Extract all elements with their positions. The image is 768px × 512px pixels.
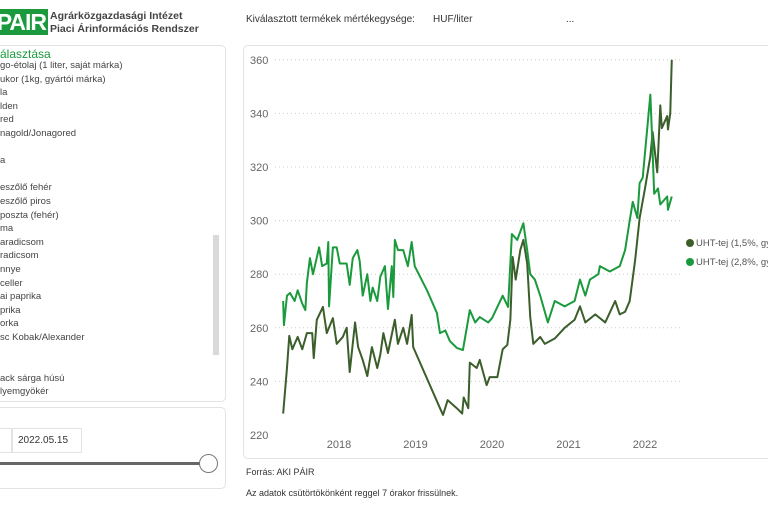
x-tick-label: 2021 [556,439,580,451]
legend-item-1[interactable]: UHT-tej (1,5%, gy [686,238,768,249]
source-text: Forrás: AKI PÁIR [246,467,315,477]
product-list-title: álasztása [0,47,51,61]
product-list-item[interactable]: sc Kobak/Alexander [0,332,85,343]
unit-label: Kiválasztott termékek mértékegysége: [246,14,415,25]
y-tick-label: 260 [250,323,268,335]
legend-label: UHT-tej (2,8%, gy [696,257,768,268]
more-options-button[interactable]: ... [566,14,575,25]
x-tick-label: 2020 [480,439,504,451]
legend-item-2[interactable]: UHT-tej (2,8%, gy [686,257,768,268]
product-list-item[interactable]: la [0,87,8,99]
product-list-item[interactable]: celler [0,277,23,289]
date-range-panel [0,407,226,489]
logo-line-1: Agrárközgazdasági Intézet [50,10,183,22]
pair-logo: PAIR [0,9,48,35]
y-tick-label: 360 [250,55,268,67]
product-list-item[interactable]: ai paprika [0,291,42,303]
y-tick-label: 280 [250,269,268,281]
product-list-item[interactable]: prika [0,304,21,316]
legend-label: UHT-tej (1,5%, gy [696,238,768,249]
product-list-item[interactable]: ma [0,223,14,235]
product-list-panel [0,45,226,402]
list-scrollbar[interactable] [213,235,219,355]
x-tick-label: 2019 [403,439,427,451]
product-list-item[interactable]: ukor (1kg, gyártói márka) [0,73,106,85]
price-chart-panel [243,45,768,459]
y-tick-label: 220 [250,430,268,442]
product-list-item[interactable]: ack sárga húsú [0,372,65,384]
legend-dot-icon [686,258,694,266]
y-tick-label: 320 [250,162,268,174]
legend-dot-icon [686,239,694,247]
date-slider-track[interactable] [0,462,200,465]
product-list-item[interactable]: a [0,155,6,167]
product-list-item[interactable]: nnye [0,264,21,275]
product-list-item[interactable]: poszta (fehér) [0,209,59,221]
y-tick-label: 340 [250,108,268,120]
series-line-2 [282,93,673,352]
end-date-input[interactable]: 2022.05.15 [12,428,82,453]
y-tick-label: 300 [250,216,268,228]
x-tick-label: 2022 [633,439,657,451]
product-list-item[interactable]: orka [0,318,19,330]
x-tick-label: 2018 [327,439,351,451]
product-list-item[interactable]: radicsom [0,250,39,262]
product-list-item[interactable]: nagold/Jonagored [0,128,77,139]
product-list-item[interactable]: lyemgyökér [0,386,49,398]
unit-value: HUF/liter [433,14,473,25]
product-list-item[interactable]: go-étolaj (1 liter, saját márka) [0,60,123,71]
y-tick-label: 240 [250,376,268,388]
product-list-item[interactable]: red [0,114,14,126]
date-slider-handle[interactable] [199,454,218,473]
product-list-item[interactable]: eszőlő fehér [0,182,52,194]
product-list-item[interactable]: eszőlő piros [0,196,51,207]
product-list-item[interactable]: aradicsom [0,236,44,248]
update-note: Az adatok csütörtökönként reggel 7 órako… [246,488,459,498]
logo-line-2: Piaci Árinformációs Rendszer [50,23,199,35]
series-line-1 [282,59,673,416]
product-list-item[interactable]: lden [0,100,18,112]
start-date-input[interactable]: 9 [0,428,12,453]
